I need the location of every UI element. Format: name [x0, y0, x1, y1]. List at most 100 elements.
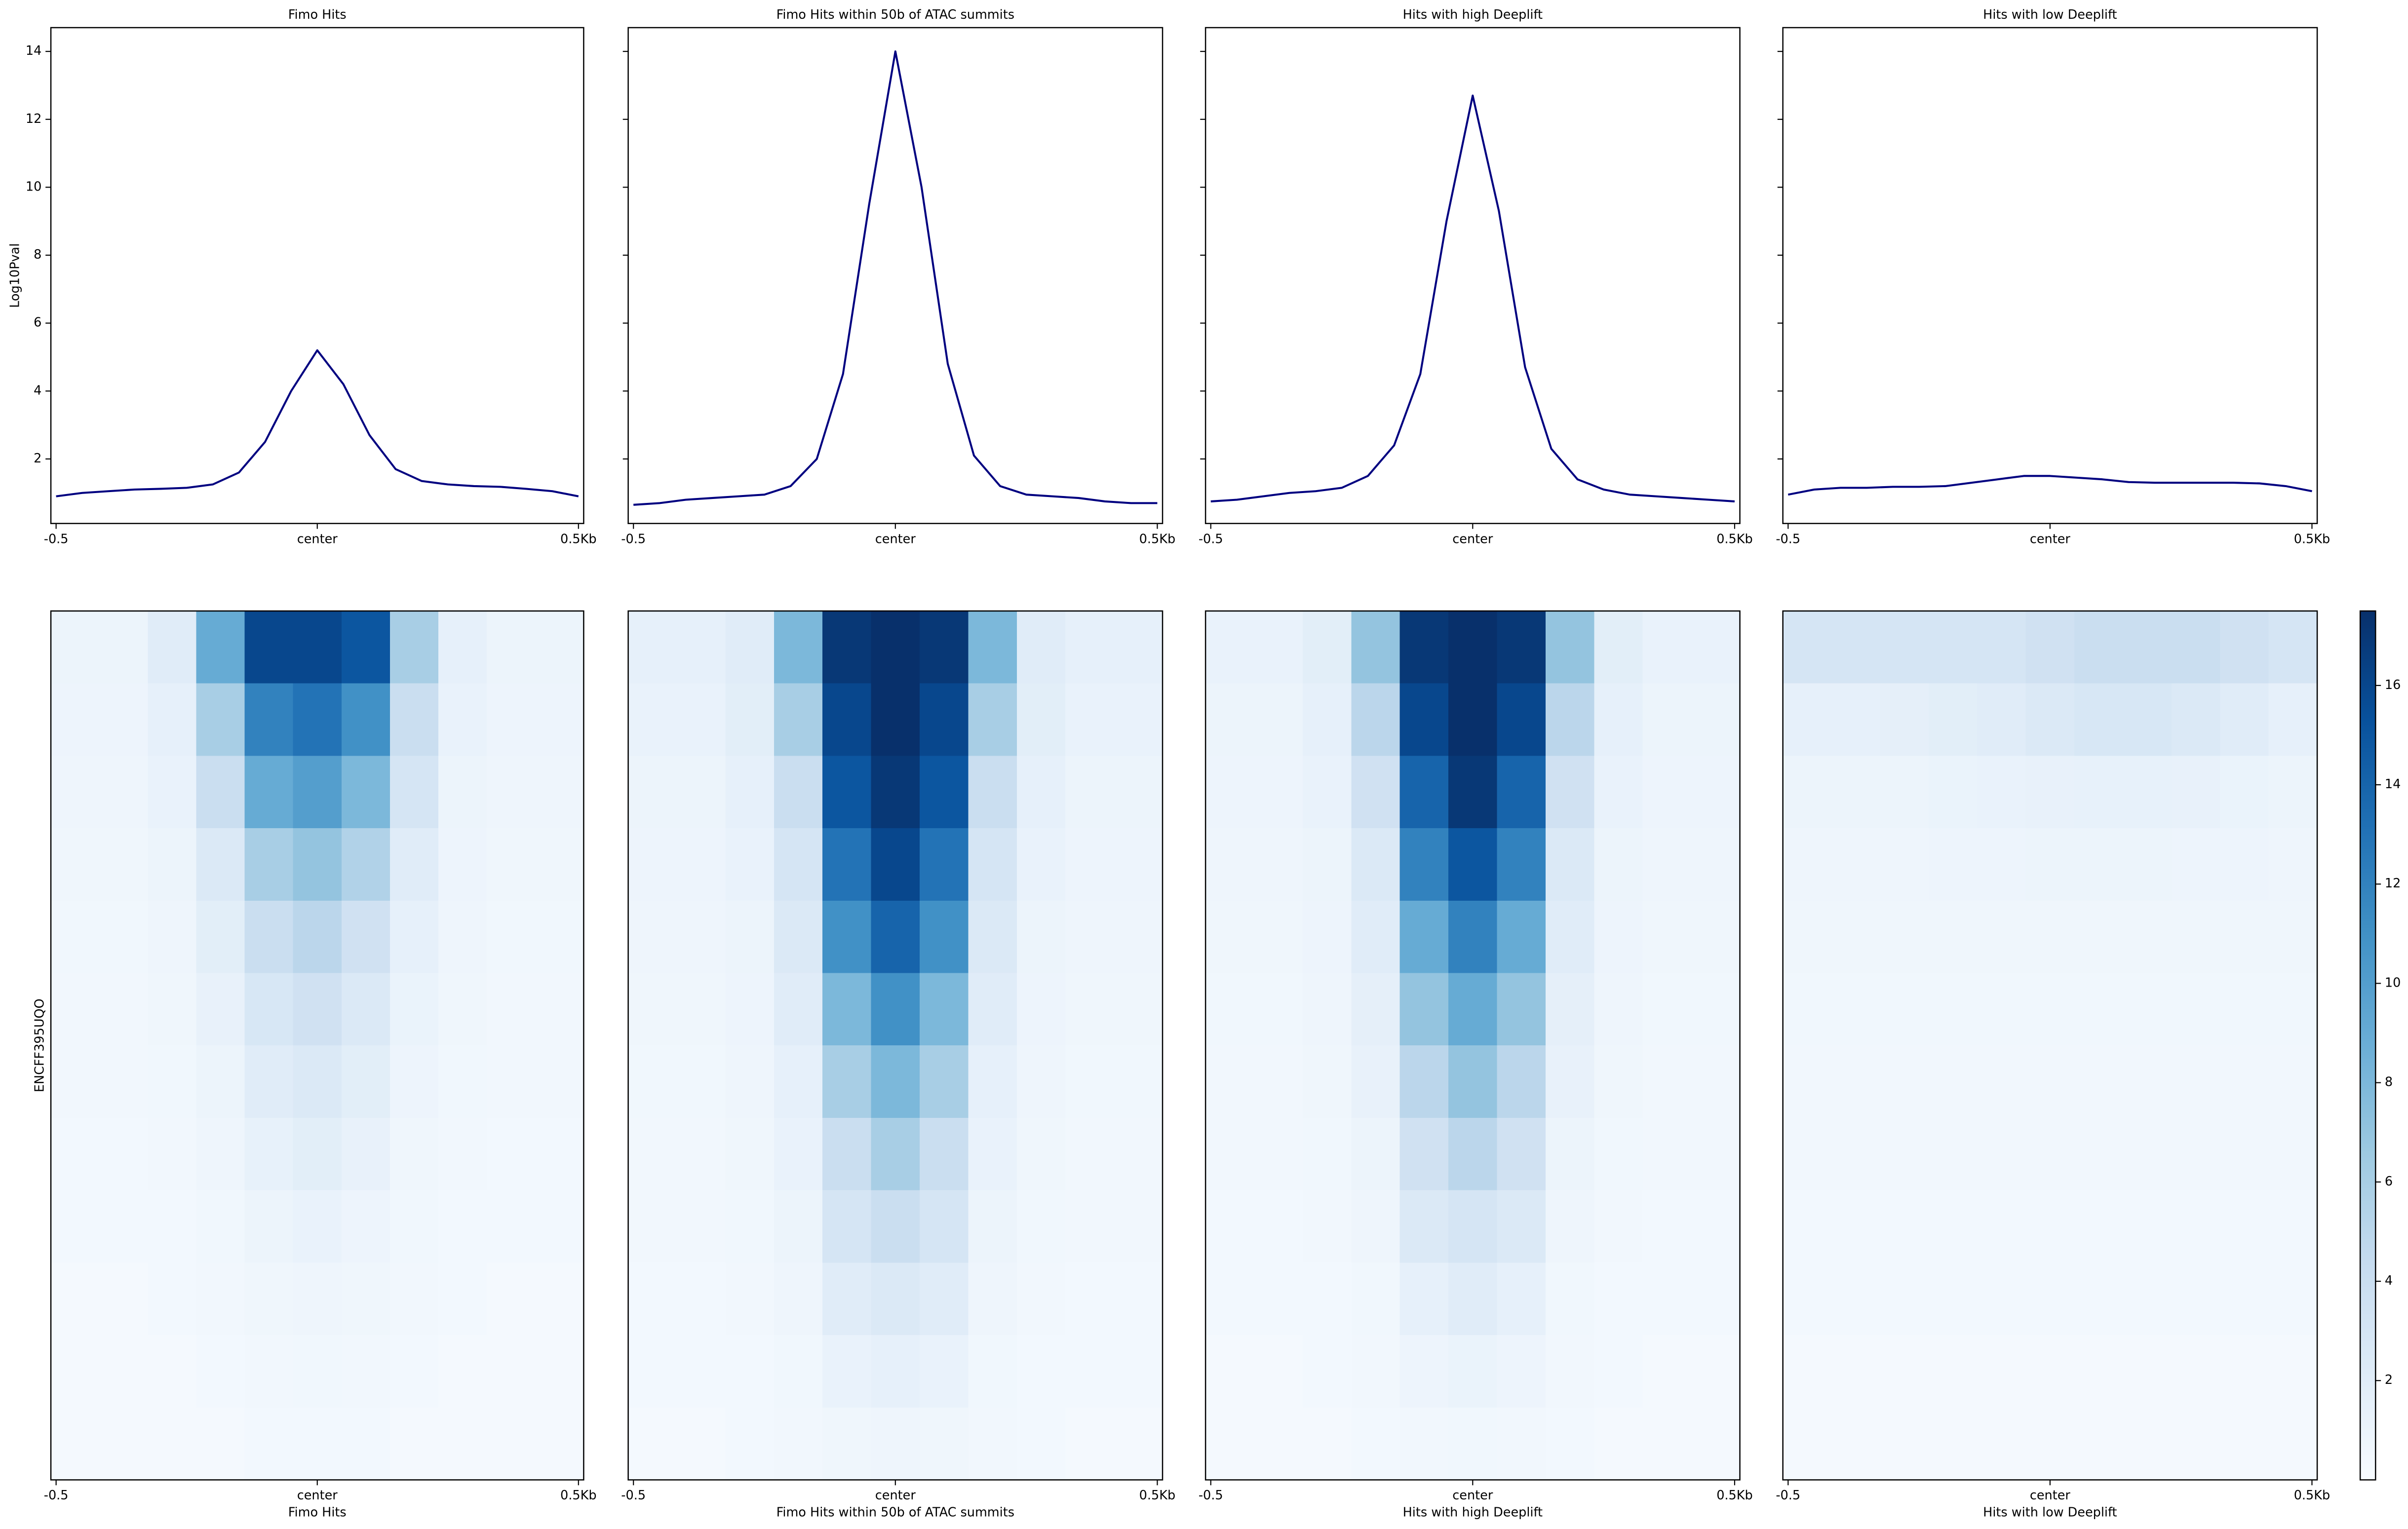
heatmap-cell — [920, 1262, 969, 1336]
heatmap-cell — [2123, 973, 2172, 1046]
heatmap-cell — [2074, 973, 2124, 1046]
heatmap-cell — [1065, 1335, 1115, 1408]
heatmap-cell — [535, 973, 584, 1046]
heatmap-cell — [196, 611, 245, 684]
heatmap-cell — [1594, 1335, 1643, 1408]
heatmap-cell — [1928, 683, 1978, 757]
heatmap-cell — [2171, 1262, 2221, 1336]
heatmap-cell — [920, 1335, 969, 1408]
panel-title: Fimo Hits — [288, 7, 347, 22]
heatmap-cell — [99, 1335, 149, 1408]
heatmap-cell — [1977, 828, 2026, 901]
heatmap-cell — [51, 611, 100, 684]
heatmap-cell — [438, 1407, 488, 1481]
heatmap-cell — [148, 973, 197, 1046]
x-tick-label: center — [297, 532, 338, 546]
heatmap-cell — [725, 683, 775, 757]
heatmap-cell — [1691, 900, 1741, 974]
heatmap-cell — [1351, 900, 1400, 974]
heatmap-cell — [1497, 683, 1546, 757]
heatmap-cell — [1691, 1262, 1741, 1336]
heatmap-cell — [148, 756, 197, 829]
heatmap-cell — [1254, 1117, 1303, 1191]
panel-title: Hits with high Deeplift — [1403, 7, 1543, 22]
heatmap-cell — [1497, 900, 1546, 974]
heatmap-cell — [1351, 1045, 1400, 1118]
heatmap-cell — [1205, 1190, 1255, 1263]
heatmap-cell — [1016, 1045, 1066, 1118]
x-tick-label: -0.5 — [621, 532, 646, 546]
heatmap-cell — [1302, 1117, 1352, 1191]
heatmap-cell — [968, 1407, 1017, 1481]
heatmap-cell — [341, 973, 390, 1046]
heatmap-cell — [1114, 973, 1163, 1046]
heatmap-cell — [341, 756, 390, 829]
heatmap-cell — [2171, 1117, 2221, 1191]
heatmap-cell — [676, 1117, 726, 1191]
heatmap-cell — [1254, 900, 1303, 974]
heatmap-cell — [438, 1190, 488, 1263]
y-tick-label: 12 — [26, 112, 41, 126]
heatmap-cell — [535, 900, 584, 974]
heatmap-cell — [1114, 1117, 1163, 1191]
heatmap-cell — [99, 683, 149, 757]
heatmap-cell — [2171, 756, 2221, 829]
heatmap-cell — [628, 683, 677, 757]
heatmap-cell — [244, 756, 294, 829]
heatmap-cell — [1783, 1407, 1832, 1481]
heatmap-cell — [487, 1262, 536, 1336]
heatmap-cell — [920, 1117, 969, 1191]
y-tick-label: 2 — [34, 451, 41, 466]
heatmap-cell — [1880, 1262, 1929, 1336]
heatmap-cell — [1831, 828, 1881, 901]
heatmap-cell — [2025, 1190, 2075, 1263]
heatmap-cell — [1205, 900, 1255, 974]
heatmap-cell — [1351, 683, 1400, 757]
heatmap-cell — [1254, 1407, 1303, 1481]
heatmap-cell — [920, 973, 969, 1046]
heatmap-cell — [1928, 1045, 1978, 1118]
heatmap-cell — [2268, 1117, 2318, 1191]
heatmap-cell — [1594, 1262, 1643, 1336]
heatmap-cell — [822, 900, 872, 974]
heatmap-cell — [1977, 683, 2026, 757]
heatmap-cell — [99, 900, 149, 974]
heatmap-cell — [1016, 1190, 1066, 1263]
heatmap-cell — [1065, 828, 1115, 901]
heatmap-cell — [1114, 1407, 1163, 1481]
colorbar-tick-label: 10 — [2385, 975, 2401, 990]
colorbar-tick-label: 2 — [2385, 1373, 2393, 1387]
heatmap-cell — [1977, 756, 2026, 829]
heatmap-cell — [628, 1335, 677, 1408]
heatmap-cell — [1302, 611, 1352, 684]
heatmap-cell — [1205, 828, 1255, 901]
heatmap-cell — [51, 1045, 100, 1118]
heatmap-cell — [389, 900, 439, 974]
heatmap-cell — [2171, 1407, 2221, 1481]
heatmap-cell — [676, 1262, 726, 1336]
x-axis-label: Hits with low Deeplift — [1983, 1505, 2117, 1520]
colorbar-frame — [2359, 610, 2376, 1481]
heatmap-cell — [1977, 1335, 2026, 1408]
x-tick-label: center — [1452, 1488, 1493, 1503]
heatmap-cell — [1016, 828, 1066, 901]
heatmap-cell — [1928, 1262, 1978, 1336]
heatmap-cell — [2025, 1335, 2075, 1408]
heatmap-cell — [535, 1190, 584, 1263]
heatmap-cell — [2025, 973, 2075, 1046]
heatmap-cell — [148, 1262, 197, 1336]
heatmap-cell — [2268, 1335, 2318, 1408]
heatmap-cell — [1594, 683, 1643, 757]
heatmap-cell — [1594, 1190, 1643, 1263]
heatmap-cell — [1254, 683, 1303, 757]
heatmap-cell — [244, 683, 294, 757]
heatmap-cell — [1545, 1117, 1595, 1191]
heatmap-cell — [2123, 683, 2172, 757]
heatmap-cell — [920, 1407, 969, 1481]
heatmap-cell — [676, 1335, 726, 1408]
heatmap-cell — [487, 1335, 536, 1408]
heatmap-cell — [968, 1335, 1017, 1408]
heatmap-cell — [628, 1045, 677, 1118]
heatmap-cell — [628, 1190, 677, 1263]
heatmap-cell — [51, 973, 100, 1046]
